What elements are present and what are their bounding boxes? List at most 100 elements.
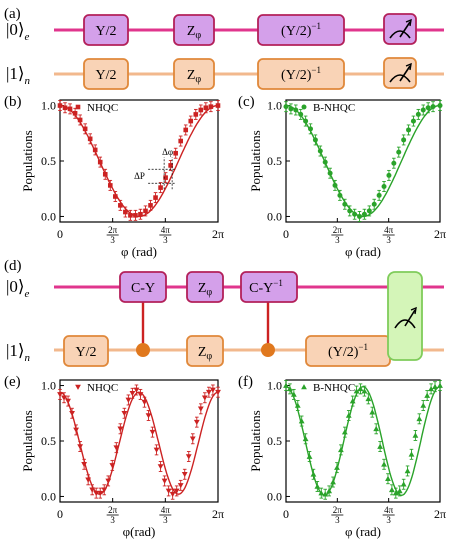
axes-frame: [59, 379, 219, 503]
qubit-label-bottom-d: |1⟩n: [6, 341, 31, 364]
data-point: [396, 149, 402, 155]
data-point: [177, 483, 184, 489]
data-point: [205, 389, 212, 396]
y-axis-label: Populations: [248, 130, 263, 191]
data-point: [366, 208, 372, 214]
data-point: [302, 435, 309, 442]
qubit-label-top-d: |0⟩e: [6, 277, 30, 300]
panel-label-a: (a): [4, 6, 21, 22]
data-point: [138, 211, 143, 217]
data-point: [113, 445, 120, 451]
data-point: [141, 399, 148, 406]
data-point: [283, 104, 289, 110]
data-point: [437, 103, 443, 109]
legend-label: B-NHQC: [313, 382, 355, 394]
data-point: [168, 163, 173, 168]
data-point: [345, 412, 352, 418]
y-axis-label: Populations: [248, 410, 263, 471]
data-point: [412, 432, 419, 438]
data-point: [109, 463, 116, 469]
legend-label: NHQC: [87, 382, 118, 394]
measure-box-joint: [387, 271, 423, 361]
fit-curve: [285, 104, 441, 218]
x-tick-label: 2π: [434, 507, 446, 521]
data-point: [365, 395, 372, 402]
data-point: [306, 453, 313, 459]
data-point: [198, 107, 204, 113]
x-axis-label: φ (rad): [121, 244, 157, 259]
data-point: [73, 427, 79, 433]
data-point: [326, 488, 333, 494]
data-point: [123, 209, 128, 215]
data-point: [298, 111, 304, 117]
data-point: [65, 398, 71, 404]
data-point: [193, 112, 199, 117]
data-point: [62, 105, 68, 111]
y-tick-label: 0.5: [267, 154, 282, 168]
data-point: [163, 175, 168, 180]
data-point: [424, 392, 431, 398]
data-point: [97, 159, 103, 165]
data-point: [77, 444, 84, 450]
data-point: [178, 138, 184, 144]
panel-label-c: (c): [238, 94, 255, 110]
data-point: [201, 395, 208, 401]
data-point: [381, 461, 387, 467]
data-point: [334, 464, 340, 470]
data-point: [396, 488, 403, 494]
x-axis-label: φ (rad): [345, 244, 381, 259]
data-point: [183, 127, 189, 133]
data-point: [193, 419, 200, 426]
data-point: [415, 111, 421, 117]
gate-y-half-inverse: [257, 14, 345, 46]
data-point: [197, 406, 204, 412]
data-point: [369, 409, 376, 415]
data-point: [102, 172, 108, 177]
data-point: [420, 402, 427, 408]
data-point: [128, 213, 133, 218]
x-tick-label: 4π 3: [384, 225, 394, 245]
data-point: [428, 385, 434, 392]
data-point: [416, 415, 423, 422]
panel-label-f: (f): [238, 374, 253, 390]
data-point: [173, 488, 180, 494]
measure-box-bottom: [383, 57, 417, 89]
data-point: [93, 490, 100, 497]
data-point: [133, 387, 140, 393]
data-point: [185, 454, 192, 460]
x-tick-label: 2π 3: [108, 225, 118, 245]
fit-curve: [59, 104, 219, 218]
data-point: [310, 471, 317, 477]
y-axis-label: Populations: [20, 130, 35, 191]
data-point: [385, 475, 391, 482]
circuit-a: (a) |0⟩e |1⟩n Y/2 Zφ (Y/2)−1 Y/2 Zφ (Y/2…: [4, 6, 444, 90]
gate-y-half-inverse-n-label: (Y/2)−1: [281, 65, 321, 83]
gate-c-y-label: C-Y: [131, 281, 155, 296]
panel-label-b: (b): [4, 94, 22, 110]
data-point: [101, 487, 108, 493]
data-point: [341, 429, 348, 435]
data-point: [72, 111, 78, 116]
gate-z-phi-n-label: Zφ: [187, 68, 202, 85]
data-point: [327, 170, 333, 176]
x-tick-label: 0: [283, 507, 289, 521]
data-point: [67, 106, 73, 112]
axes-frame: [285, 379, 441, 503]
gate-y-half-n: [83, 58, 129, 90]
data-point: [173, 150, 178, 156]
gate-z-phi-nd: [186, 335, 224, 367]
legend-marker: [75, 384, 81, 390]
data-point: [332, 182, 338, 188]
data-point: [153, 447, 160, 453]
data-point: [121, 410, 128, 417]
gate-y-half-inverse-n: [257, 58, 345, 90]
meter-icon: [394, 306, 417, 329]
data-point: [89, 487, 96, 493]
plot-f: 0.0 0.5 1.0 0 2π 3 4π 3 2π Populations φ (rad) B-NH…: [248, 379, 446, 539]
data-point: [153, 195, 158, 200]
gate-z-phi: [173, 14, 215, 46]
gate-c-y-inverse: [240, 271, 298, 303]
data-point: [137, 392, 144, 398]
data-point: [113, 194, 118, 199]
data-point: [410, 118, 416, 124]
